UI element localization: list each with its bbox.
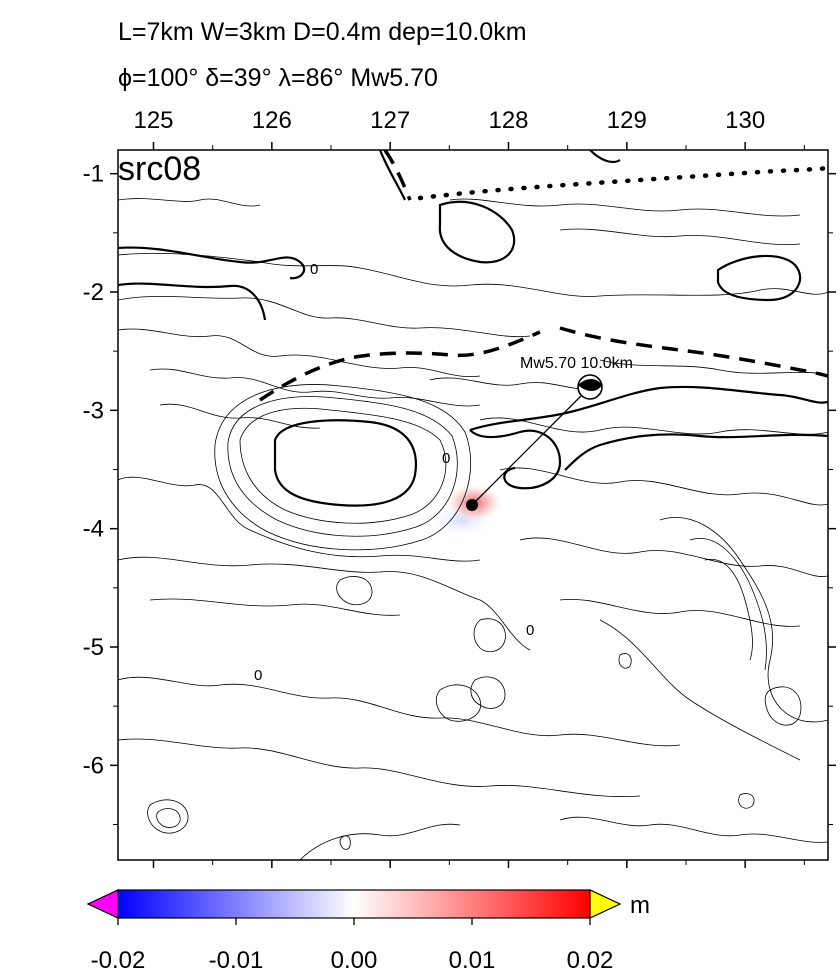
epicenter-marker: [466, 499, 478, 511]
colorbar-tick-label: 0.02: [567, 947, 614, 974]
zero-contours: [118, 150, 828, 507]
focal-mechanism-beachball: [577, 374, 603, 400]
x-tick-label: 130: [725, 107, 765, 134]
colorbar-tick-label: 0.00: [331, 947, 378, 974]
y-axis: -1 -2 -3 -4 -5 -6: [83, 161, 836, 825]
colorbar-unit: m: [630, 892, 650, 919]
contour-label: 0: [526, 622, 534, 639]
colorbar-over-triangle: [589, 889, 622, 919]
contour-label: 0: [442, 450, 450, 467]
y-tick-label: -6: [83, 752, 104, 779]
map-plot-area: 0 0 0 0 Mw5.70 10.0km src08: [118, 150, 828, 860]
y-tick-label: -1: [83, 161, 104, 188]
colorbar: m -0.02 -0.01 0.00 0.01 0.02: [86, 889, 650, 974]
x-tick-label: 129: [607, 107, 647, 134]
colorbar-gradient: [117, 889, 591, 919]
contour-label: 0: [254, 667, 262, 684]
x-tick-label: 128: [488, 107, 528, 134]
colorbar-tick-label: -0.02: [91, 947, 146, 974]
rupture-line: [471, 387, 590, 506]
x-tick-label: 125: [133, 107, 173, 134]
x-tick-label: 126: [252, 107, 292, 134]
panel-label: src08: [118, 150, 201, 188]
colorbar-tick-label: -0.01: [209, 947, 264, 974]
y-tick-label: -2: [83, 279, 104, 306]
y-tick-label: -5: [83, 634, 104, 661]
map-frame: [117, 149, 829, 861]
y-tick-label: -4: [83, 516, 104, 543]
trench-line-dashed: [259, 150, 828, 402]
colorbar-ticks: -0.02 -0.01 0.00 0.01 0.02: [91, 918, 614, 974]
colorbar-tick-label: 0.01: [449, 947, 496, 974]
map-title-fault-mechanism: ϕ=100° δ=39° λ=86° Mw5.70: [118, 64, 438, 92]
x-axis: 125 126 127 128 129 130: [133, 107, 805, 868]
y-tick-label: -3: [83, 397, 104, 424]
x-tick-label: 127: [370, 107, 410, 134]
mechanism-label: Mw5.70 10.0km: [520, 355, 633, 372]
contour-label: 0: [310, 261, 318, 278]
map-title-fault-dimensions: L=7km W=3km D=0.4m dep=10.0km: [118, 18, 527, 46]
colorbar-under-triangle: [86, 889, 119, 919]
